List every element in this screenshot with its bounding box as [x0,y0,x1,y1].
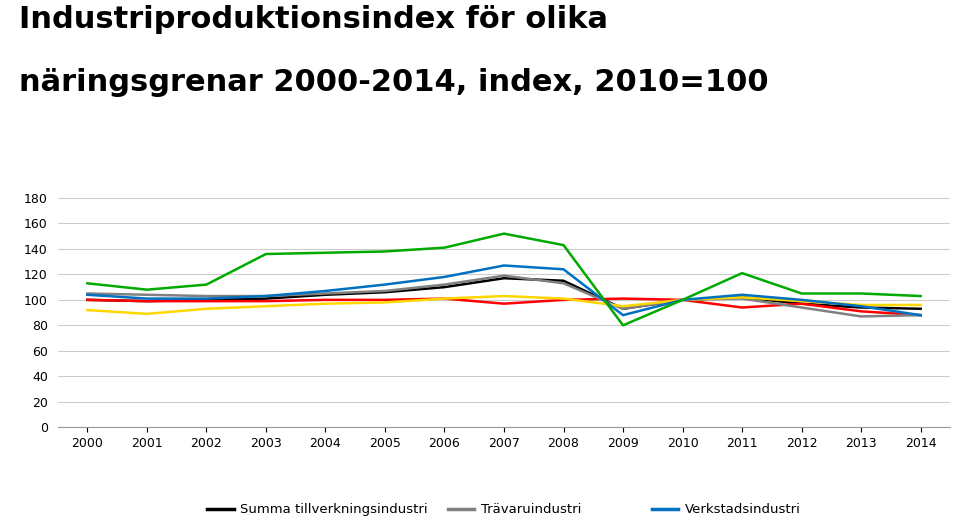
Verkstadsindustri [677,297,688,303]
Verkstadsindustri [439,274,450,280]
Text: Industriproduktionsindex för olika: Industriproduktionsindex för olika [19,5,609,34]
Fordonsindustri [498,230,510,237]
Fordonsindustri [439,244,450,251]
Pappers/massaindustri [320,301,331,307]
Summa tillverkningsindustri [855,304,867,311]
Livsmedelsindustri [796,301,807,307]
Verkstadsindustri [379,281,391,288]
Trävaruindustri [379,288,391,294]
Fordonsindustri [379,249,391,255]
Pappers/massaindustri [855,302,867,308]
Fordonsindustri [677,297,688,303]
Summa tillverkningsindustri [915,306,926,312]
Fordonsindustri [82,280,93,287]
Livsmedelsindustri [82,297,93,303]
Verkstadsindustri [558,266,569,272]
Livsmedelsindustri [379,297,391,303]
Fordonsindustri [558,242,569,248]
Trävaruindustri [260,293,272,299]
Legend: Summa tillverkningsindustri, Livsmedelsindustri, Trävaruindustri, Pappers/massai: Summa tillverkningsindustri, Livsmedelsi… [203,498,805,521]
Livsmedelsindustri [141,298,153,304]
Line: Fordonsindustri: Fordonsindustri [87,233,921,325]
Pappers/massaindustri [82,307,93,313]
Trävaruindustri [855,313,867,319]
Summa tillverkningsindustri [617,306,629,312]
Trävaruindustri [320,290,331,296]
Summa tillverkningsindustri [141,298,153,304]
Fordonsindustri [736,270,748,276]
Trävaruindustri [498,272,510,279]
Line: Verkstadsindustri: Verkstadsindustri [87,266,921,315]
Livsmedelsindustri [558,297,569,303]
Livsmedelsindustri [617,295,629,302]
Verkstadsindustri [498,263,510,269]
Trävaruindustri [736,295,748,302]
Livsmedelsindustri [677,297,688,303]
Livsmedelsindustri [498,301,510,307]
Fordonsindustri [796,290,807,296]
Livsmedelsindustri [855,308,867,315]
Pappers/massaindustri [558,295,569,302]
Summa tillverkningsindustri [201,297,212,303]
Fordonsindustri [855,290,867,296]
Summa tillverkningsindustri [260,295,272,302]
Livsmedelsindustri [201,298,212,304]
Pappers/massaindustri [498,293,510,299]
Livsmedelsindustri [260,298,272,304]
Trävaruindustri [141,292,153,298]
Summa tillverkningsindustri [677,297,688,303]
Pappers/massaindustri [915,302,926,308]
Pappers/massaindustri [796,298,807,304]
Livsmedelsindustri [915,312,926,318]
Verkstadsindustri [796,297,807,303]
Verkstadsindustri [915,312,926,318]
Verkstadsindustri [201,295,212,302]
Trävaruindustri [915,312,926,318]
Verkstadsindustri [617,312,629,318]
Verkstadsindustri [855,303,867,309]
Line: Trävaruindustri: Trävaruindustri [87,276,921,316]
Trävaruindustri [201,293,212,299]
Pappers/massaindustri [736,294,748,301]
Summa tillverkningsindustri [82,297,93,303]
Summa tillverkningsindustri [736,294,748,301]
Verkstadsindustri [82,292,93,298]
Fordonsindustri [141,287,153,293]
Livsmedelsindustri [320,297,331,303]
Pappers/massaindustri [260,303,272,309]
Summa tillverkningsindustri [320,292,331,298]
Summa tillverkningsindustri [379,289,391,295]
Line: Livsmedelsindustri: Livsmedelsindustri [87,299,921,315]
Summa tillverkningsindustri [796,301,807,307]
Trävaruindustri [558,280,569,287]
Trävaruindustri [617,306,629,312]
Pappers/massaindustri [201,306,212,312]
Trävaruindustri [82,290,93,296]
Trävaruindustri [439,281,450,288]
Verkstadsindustri [736,292,748,298]
Summa tillverkningsindustri [439,284,450,290]
Fordonsindustri [260,251,272,257]
Summa tillverkningsindustri [558,278,569,284]
Livsmedelsindustri [736,304,748,311]
Trävaruindustri [796,304,807,311]
Fordonsindustri [201,281,212,288]
Line: Summa tillverkningsindustri: Summa tillverkningsindustri [87,278,921,309]
Trävaruindustri [677,297,688,303]
Pappers/massaindustri [677,297,688,303]
Summa tillverkningsindustri [498,275,510,281]
Fordonsindustri [617,322,629,328]
Line: Pappers/massaindustri: Pappers/massaindustri [87,296,921,314]
Verkstadsindustri [141,295,153,302]
Fordonsindustri [915,293,926,299]
Pappers/massaindustri [379,299,391,305]
Livsmedelsindustri [439,295,450,302]
Pappers/massaindustri [439,295,450,302]
Fordonsindustri [320,250,331,256]
Verkstadsindustri [260,293,272,299]
Pappers/massaindustri [141,311,153,317]
Text: näringsgrenar 2000-2014, index, 2010=100: näringsgrenar 2000-2014, index, 2010=100 [19,68,769,97]
Verkstadsindustri [320,288,331,294]
Pappers/massaindustri [617,303,629,309]
